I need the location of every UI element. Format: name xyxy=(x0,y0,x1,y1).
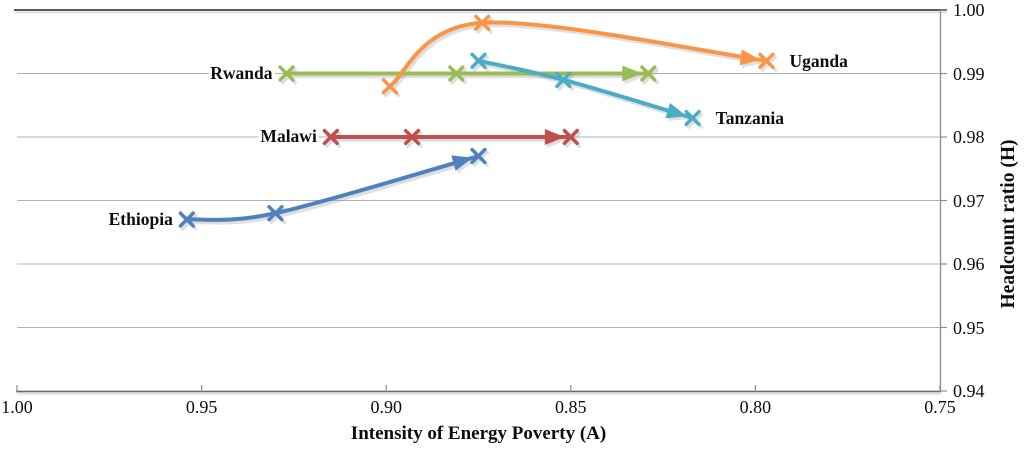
y-tick-label: 0.97 xyxy=(953,190,985,211)
shadow-series-rwanda xyxy=(280,68,659,85)
series-line-uganda xyxy=(387,20,769,89)
series-uganda xyxy=(381,14,775,95)
series-label-tanzania: Tanzania xyxy=(713,107,787,128)
y-tick-label: 0.94 xyxy=(953,381,985,401)
series-marker-rwanda xyxy=(448,65,465,82)
x-tick-label: 1.00 xyxy=(1,397,33,417)
series-line-ethiopia xyxy=(187,156,483,225)
series-marker-uganda xyxy=(381,78,399,95)
series-marker-uganda xyxy=(758,52,775,69)
y-tick-label: 0.95 xyxy=(953,317,985,338)
series-line-ethiopia xyxy=(184,154,481,222)
x-tick-label: 0.80 xyxy=(739,397,772,417)
series-arrow-malawi xyxy=(544,129,565,145)
series-marker-ethiopia xyxy=(470,147,487,165)
series-arrow-ethiopia xyxy=(451,155,473,171)
series-marker-tanzania xyxy=(684,109,701,127)
series-marker-rwanda xyxy=(278,65,295,82)
series-marker-uganda xyxy=(474,14,491,31)
shadow-series-malawi xyxy=(324,131,582,148)
series-arrow-tanzania xyxy=(665,102,687,119)
series-tanzania xyxy=(470,52,701,127)
x-tick-label: 0.90 xyxy=(370,397,402,417)
series-marker-malawi xyxy=(562,128,579,146)
series-malawi xyxy=(322,128,579,146)
x-axis-title: Intensity of Energy Poverty (A) xyxy=(350,423,607,444)
series-line-uganda xyxy=(390,23,771,91)
series-marker-tanzania xyxy=(470,52,487,69)
series-marker-rwanda xyxy=(640,65,657,82)
series-marker-ethiopia xyxy=(267,205,284,222)
x-tick-label: 0.85 xyxy=(555,397,587,417)
series-label-ethiopia: Ethiopia xyxy=(106,208,175,229)
y-tick-label: 0.99 xyxy=(953,63,985,84)
series-arrow-rwanda xyxy=(622,65,643,82)
series-ethiopia xyxy=(178,147,487,228)
series-rwanda xyxy=(278,65,657,82)
series-label-rwanda: Rwanda xyxy=(208,62,275,83)
y-tick-label: 1.00 xyxy=(953,0,985,20)
y-axis-title: Headcount ratio (H) xyxy=(998,139,1019,309)
series-arrow-uganda xyxy=(739,49,761,66)
series-marker-ethiopia xyxy=(178,211,195,228)
series-marker-malawi xyxy=(403,128,421,146)
series-marker-malawi xyxy=(322,128,339,146)
y-tick-label: 0.96 xyxy=(953,254,985,274)
series-marker-tanzania xyxy=(555,71,572,88)
shadow-series-ethiopia xyxy=(180,150,489,231)
series-label-malawi: Malawi xyxy=(258,126,319,146)
x-tick-label: 0.95 xyxy=(185,397,218,417)
x-tick-label: 0.75 xyxy=(924,397,956,417)
y-tick-label: 0.98 xyxy=(953,127,985,147)
series-label-uganda: Uganda xyxy=(787,50,850,71)
